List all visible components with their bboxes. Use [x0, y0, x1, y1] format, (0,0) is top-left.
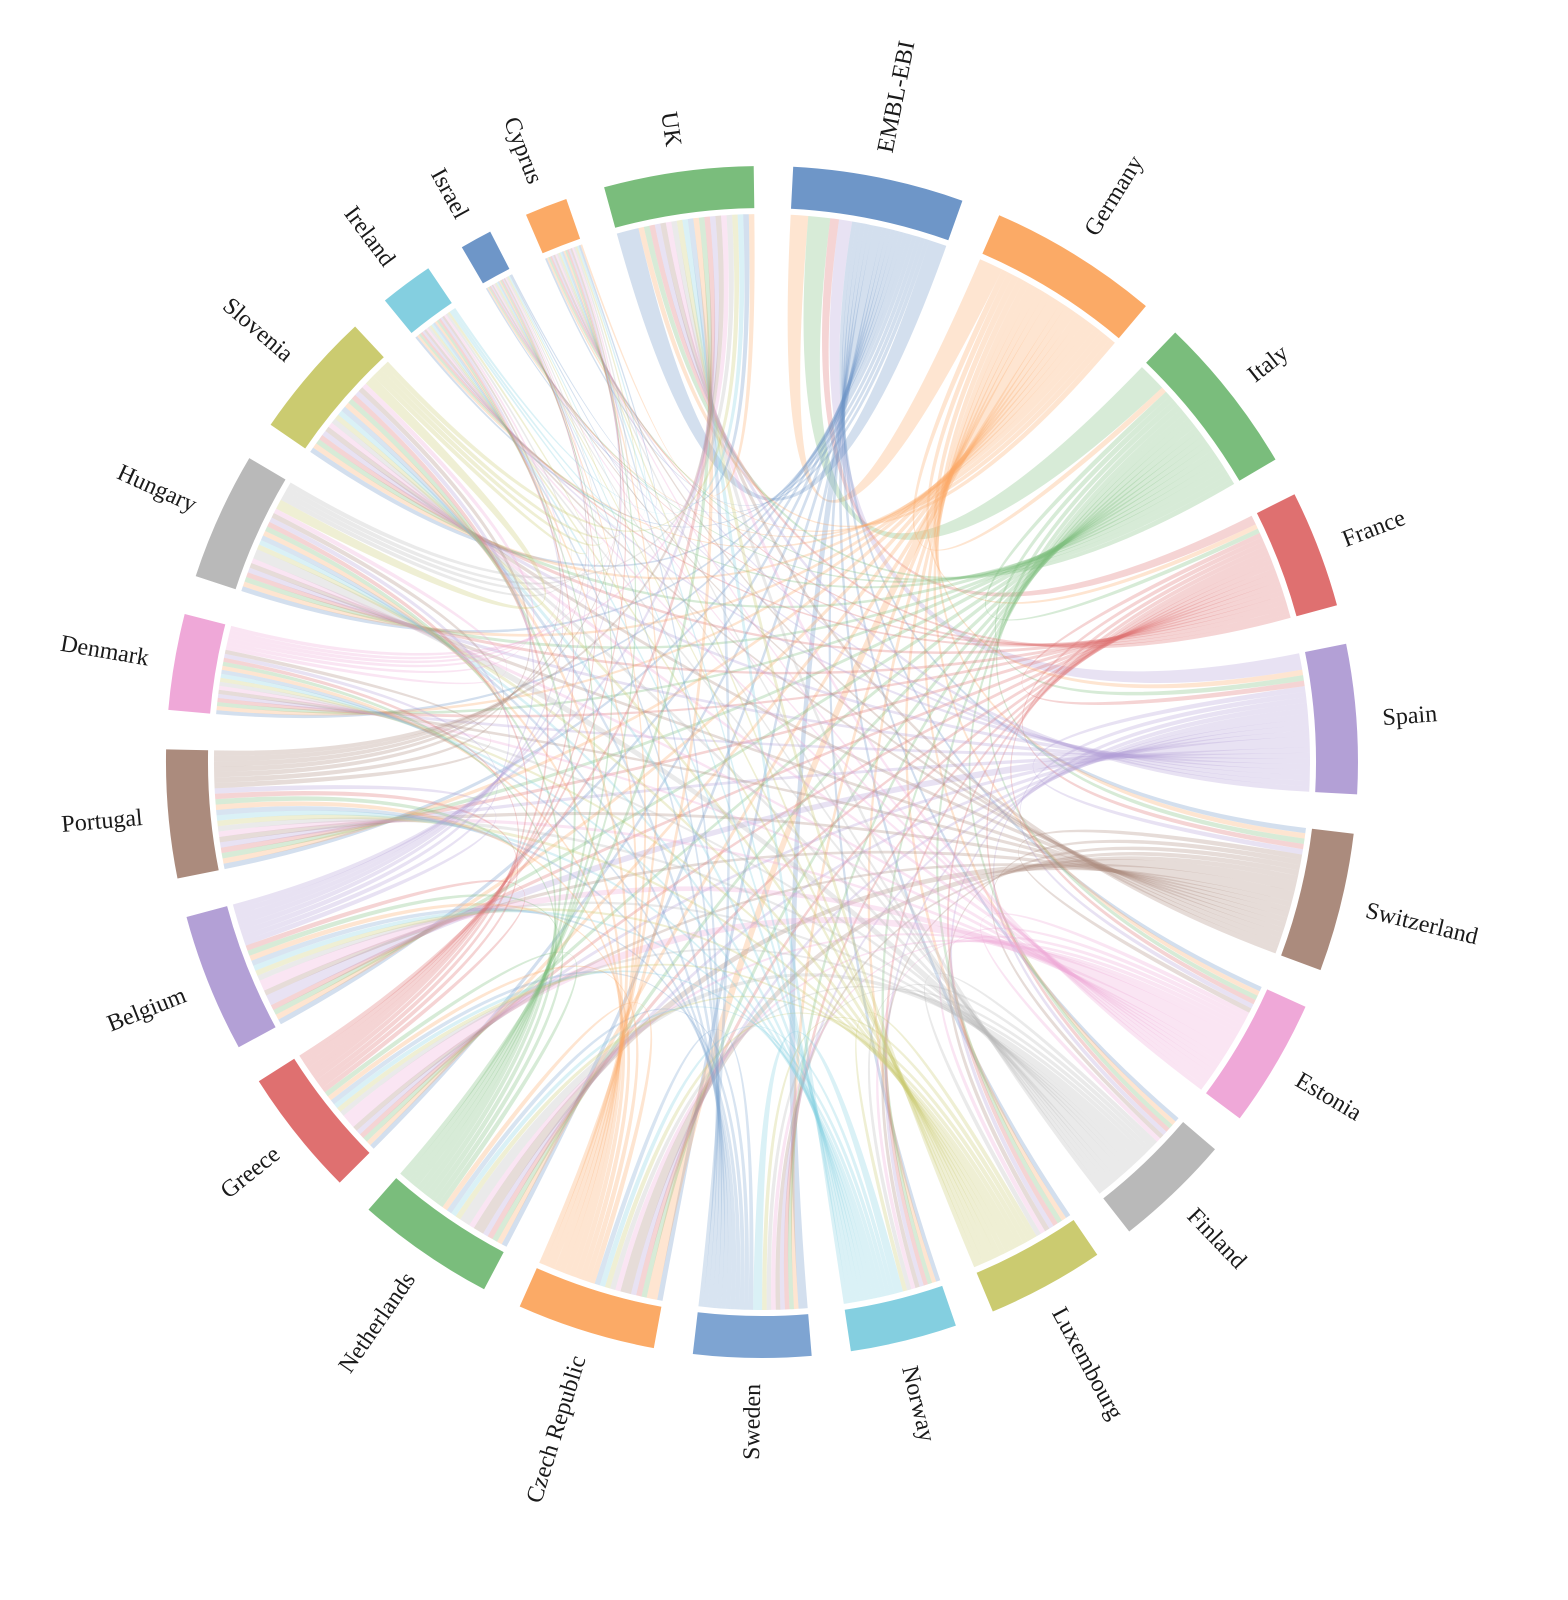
chord: [417, 327, 1101, 548]
node-arc: [165, 749, 219, 879]
chord: [657, 227, 887, 1301]
node-label: Norway: [896, 1363, 940, 1444]
node-arc: [195, 458, 286, 590]
node-label: Israel: [425, 164, 474, 224]
chord: [460, 973, 1145, 1226]
node-arc: [384, 268, 452, 333]
node-label: Ireland: [339, 202, 400, 272]
chord: [373, 311, 589, 555]
node-label: Sweden: [739, 1384, 766, 1460]
chord: [616, 228, 947, 501]
node-arc: [526, 199, 581, 254]
node-arc: [368, 1178, 504, 1290]
chord: [787, 214, 1003, 503]
chord: [682, 219, 848, 1304]
node-label: Greece: [216, 1141, 285, 1204]
node-label: Luxembourg: [1046, 1303, 1128, 1424]
chord: [968, 409, 1185, 1129]
node-label: France: [1339, 505, 1409, 553]
node-arc: [519, 1268, 662, 1349]
node-label: UK: [655, 110, 686, 149]
chord: [839, 223, 1071, 1218]
node-label: Estonia: [1291, 1068, 1367, 1127]
node-label: Switzerland: [1363, 898, 1481, 950]
chord: [324, 951, 578, 1208]
node-label: Germany: [1080, 151, 1149, 241]
node-arc: [604, 166, 755, 228]
node-arc: [976, 1220, 1098, 1312]
node-label: Cyprus: [498, 113, 547, 187]
node-arc: [258, 1058, 370, 1183]
node-arc: [1305, 643, 1358, 795]
node-label: Netherlands: [334, 1268, 421, 1378]
node-label: Czech Republic: [522, 1353, 592, 1506]
chord: [841, 223, 1179, 1122]
chord: [276, 376, 546, 610]
chord: [249, 903, 631, 1281]
node-arc: [1103, 1122, 1215, 1232]
node-label: Belgium: [104, 982, 191, 1037]
node-arc: [461, 231, 510, 284]
node-arc: [270, 326, 384, 449]
node-label: Italy: [1243, 340, 1294, 388]
node-arc: [1281, 828, 1354, 971]
chord: [241, 233, 913, 633]
node-arc: [844, 1285, 956, 1352]
chord: [803, 216, 1163, 540]
chord: [980, 913, 1250, 1142]
node-label: Spain: [1382, 701, 1438, 731]
chord: [1021, 532, 1305, 705]
node-arc: [791, 166, 963, 241]
chord: [789, 225, 883, 1309]
chord: [249, 563, 1286, 928]
chord: [310, 394, 549, 1077]
node-arc: [1146, 332, 1276, 481]
node-label: Finland: [1182, 1203, 1252, 1274]
chord: [214, 387, 531, 778]
node-arc: [982, 215, 1146, 339]
chord: [933, 280, 1260, 996]
node-label: Denmark: [58, 631, 150, 672]
chord: [687, 218, 731, 1307]
chord: [594, 1029, 754, 1310]
node-arc: [692, 1312, 812, 1358]
chord: [251, 907, 741, 1310]
node-arc: [168, 614, 226, 714]
chord: [985, 391, 1260, 621]
node-label: Hungary: [113, 460, 200, 518]
node-label: Portugal: [60, 805, 144, 838]
chord: [214, 785, 497, 946]
chord: [327, 965, 639, 1283]
node-arc: [1256, 494, 1337, 617]
chord: [912, 269, 1166, 551]
node-label: Slovenia: [217, 293, 298, 368]
node-arc: [1206, 989, 1306, 1119]
node-arc: [186, 906, 276, 1048]
node-label: EMBL-EBI: [873, 39, 921, 155]
